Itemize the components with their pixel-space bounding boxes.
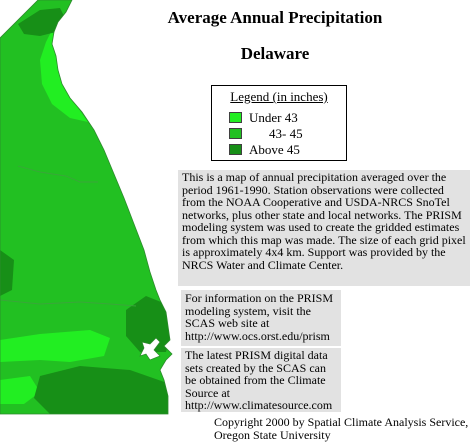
legend-title: Legend (in inches) [230,89,328,104]
lagoon [139,337,161,361]
map-description: This is a map of annual precipitation av… [178,170,470,286]
zone-above-45-north [18,8,66,36]
copyright: Copyright 2000 by Spatial Climate Analys… [214,416,472,441]
legend-swatch [229,128,242,139]
zone-under-43-southwest [0,376,40,404]
copyright-line-2: Oregon State University [214,427,331,442]
prism-info-box: For information on the PRISM modeling sy… [181,290,341,346]
copyright-line-1: Copyright 2000 by Spatial Climate Analys… [214,415,469,429]
county-boundary-north [17,165,98,183]
legend-label: Above 45 [249,142,300,157]
data-source-link[interactable]: http://www.climatesource.com [185,398,333,412]
legend-swatch [229,144,242,155]
legend-swatch [229,112,242,123]
prism-info-link[interactable]: http://www.ocs.orst.edu/prism [185,328,330,343]
zone-under-43-north [40,30,88,122]
zone-above-45-south [34,366,170,414]
county-boundary-south [0,299,137,307]
state-name: Delaware [240,44,310,63]
data-source-box: The latest PRISM digital data sets creat… [181,348,341,412]
legend: Legend (in inches) Under 43 43- 45 Above… [211,85,347,161]
legend-label: 43- 45 [269,126,303,141]
legend-label: Under 43 [249,110,298,125]
zone-under-43-south [0,330,110,362]
zone-above-45-east [126,296,172,352]
state-outline [0,0,173,415]
zone-above-45-west [0,250,14,296]
map-title: Average Annual Precipitation [167,8,383,27]
data-source-text: The latest PRISM digital data sets creat… [185,348,328,400]
prism-info-text: For information on the PRISM modeling sy… [185,291,334,330]
